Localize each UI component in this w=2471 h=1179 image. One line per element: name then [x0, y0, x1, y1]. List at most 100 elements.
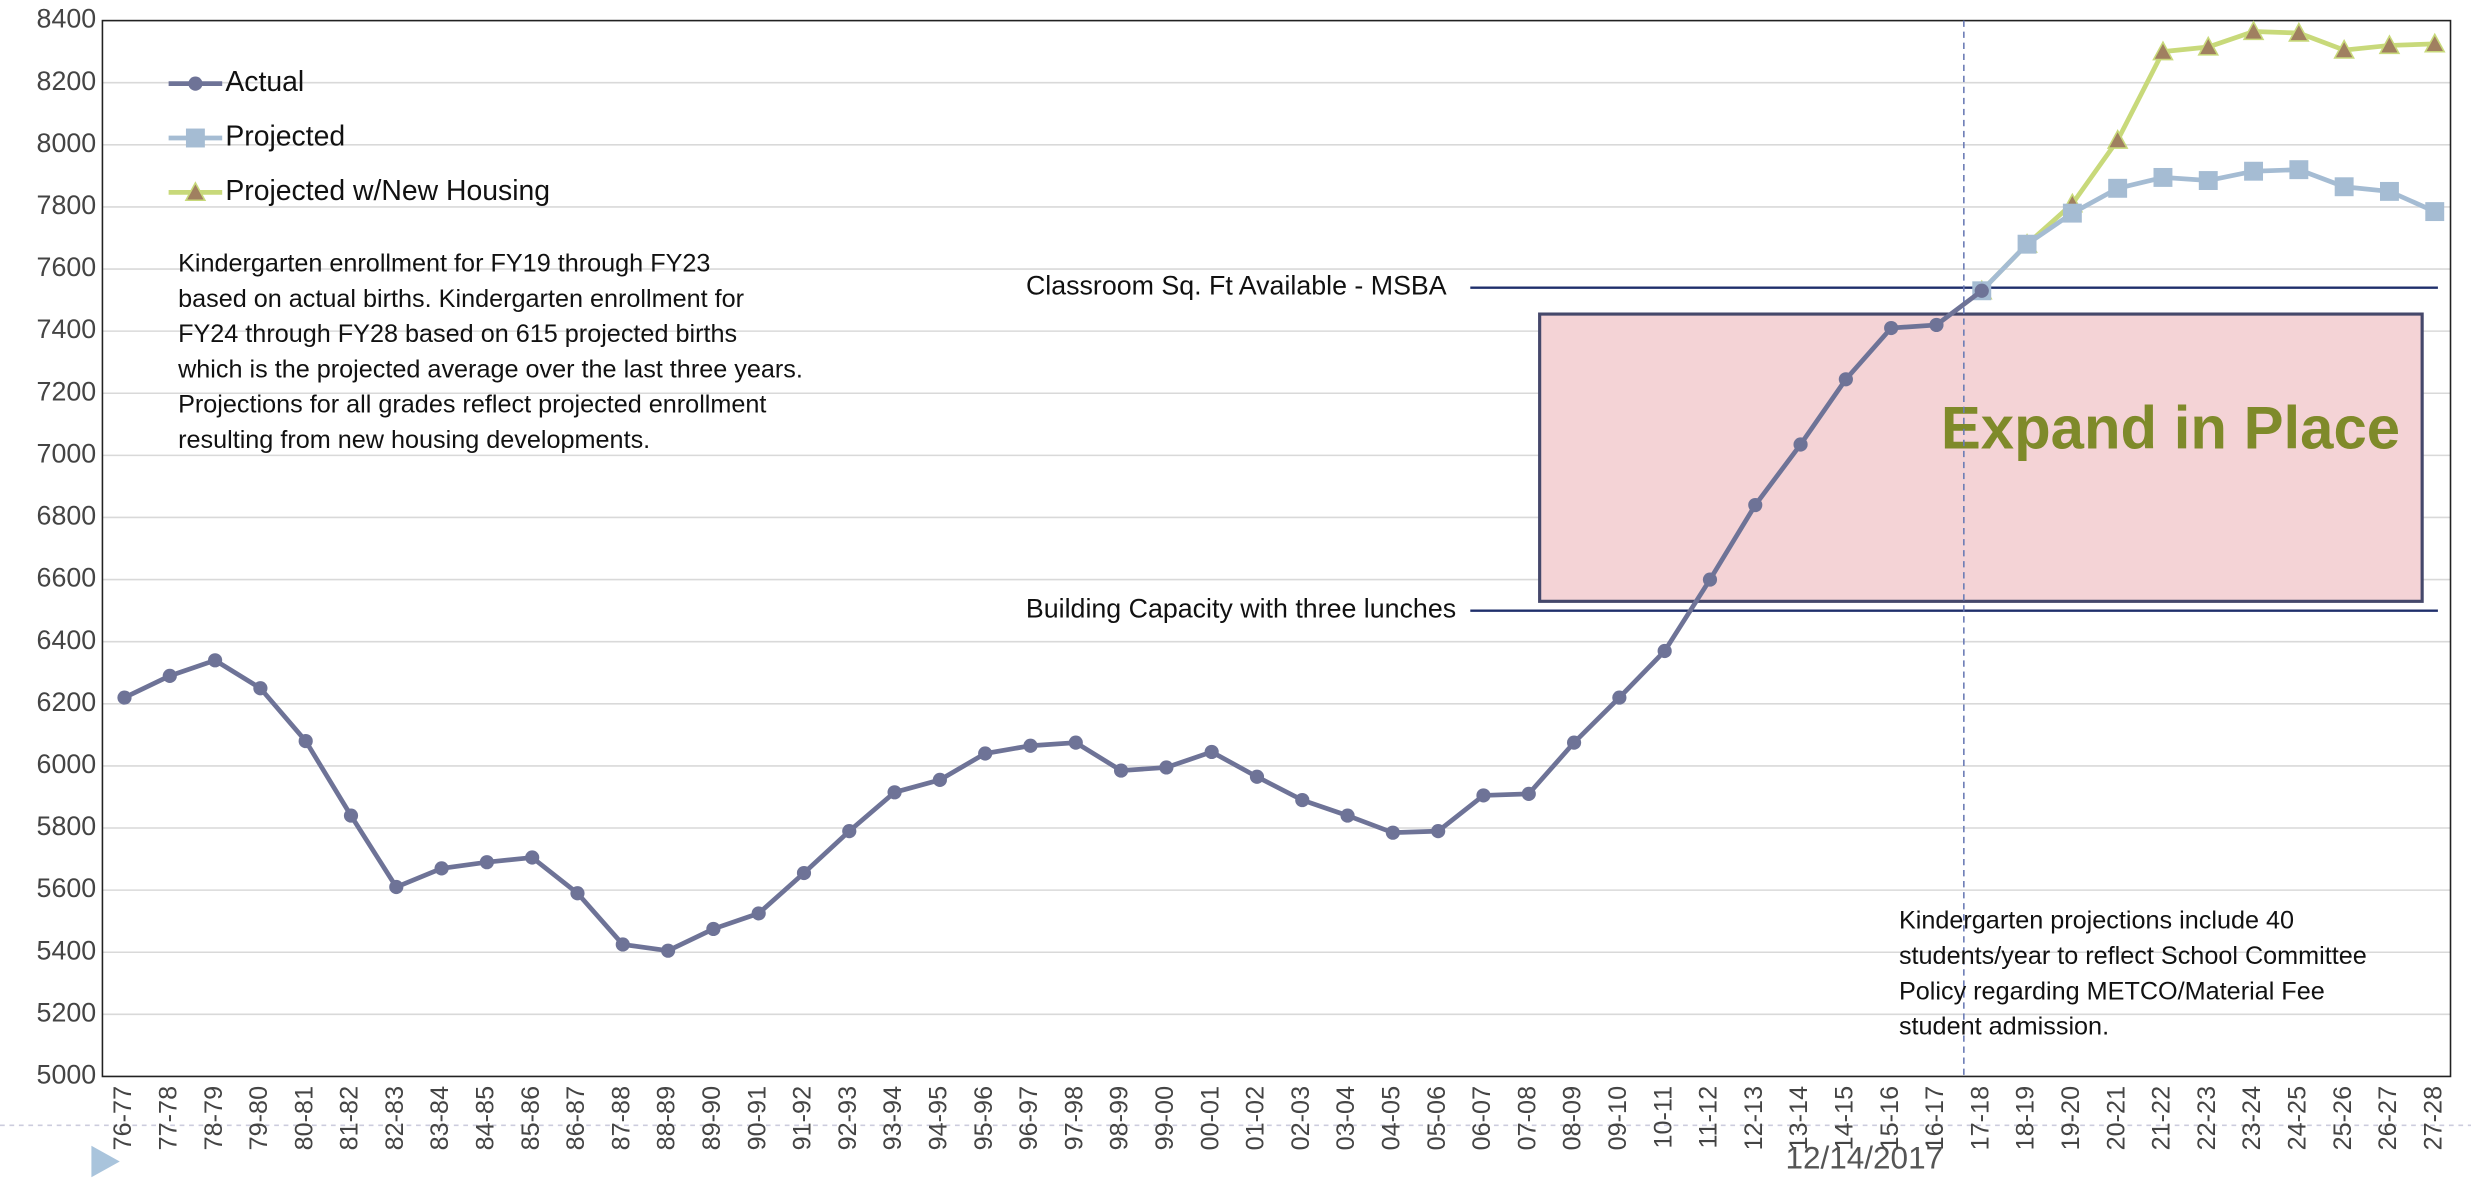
x-tick-label: 92-93	[834, 1086, 862, 1150]
y-tick-label: 6800	[37, 501, 97, 531]
y-tick-label: 8200	[37, 66, 97, 96]
point	[1204, 744, 1219, 760]
x-tick-label: 98-99	[1106, 1086, 1134, 1150]
slide-marker	[91, 1145, 120, 1178]
shaded-region	[1538, 312, 2424, 603]
point	[751, 906, 766, 921]
point	[2062, 203, 2082, 223]
x-tick-label: 01-02	[1242, 1086, 1270, 1150]
y-tick-label: 5600	[37, 873, 97, 903]
plot-frame	[101, 19, 2452, 1078]
x-tick-label: 12-13	[1740, 1086, 1768, 1150]
point	[570, 886, 585, 901]
note-line: Projections for all grades reflect proje…	[178, 391, 766, 419]
note-line: Policy regarding METCO/Material Fee	[1899, 977, 2325, 1005]
x-tick-label: 11-12	[1695, 1086, 1723, 1149]
x-tick-label: 24-25	[2284, 1086, 2312, 1150]
point	[932, 772, 947, 787]
x-tick-label: 17-18	[1966, 1086, 1994, 1150]
point	[2198, 171, 2218, 190]
point	[2242, 20, 2265, 41]
point	[389, 879, 404, 895]
note-line: FY24 through FY28 based on 615 projected…	[178, 320, 737, 348]
point	[1793, 437, 1808, 452]
legend-marker	[185, 128, 205, 148]
x-tick-label: 94-95	[925, 1086, 953, 1150]
x-tick-label: 22-23	[2193, 1086, 2221, 1150]
point	[1838, 372, 1853, 387]
point	[706, 921, 721, 937]
x-tick-label: 79-80	[245, 1086, 273, 1150]
point	[1431, 824, 1446, 839]
point	[162, 668, 177, 683]
x-tick-label: 27-28	[2419, 1086, 2447, 1150]
x-tick-label: 90-91	[743, 1086, 771, 1150]
point	[2244, 161, 2264, 181]
x-tick-label: 19-20	[2057, 1086, 2085, 1150]
legend-label: Projected	[225, 120, 345, 152]
series-line	[1980, 29, 2435, 293]
point	[208, 653, 223, 668]
point	[343, 808, 359, 823]
y-tick-label: 5400	[37, 935, 97, 965]
x-tick-label: 07-08	[1513, 1086, 1541, 1150]
y-tick-label: 7000	[37, 438, 97, 468]
y-tick-label: 7200	[37, 376, 97, 406]
x-tick-label: 09-10	[1604, 1086, 1632, 1150]
legend-marker	[184, 181, 207, 202]
y-tick-label: 6600	[37, 563, 97, 593]
point	[615, 937, 630, 952]
x-tick-label: 77-78	[154, 1086, 182, 1150]
point	[2153, 167, 2173, 187]
y-tick-label: 7800	[37, 190, 97, 220]
x-tick-label: 83-84	[426, 1086, 454, 1150]
point	[1657, 643, 1672, 659]
point	[1476, 788, 1491, 803]
y-tick-label: 8400	[37, 4, 97, 34]
point	[2334, 177, 2354, 197]
point	[2380, 181, 2399, 201]
point	[2152, 40, 2174, 61]
point	[117, 690, 132, 705]
note-line: students/year to reflect School Committe…	[1899, 942, 2367, 970]
point	[1385, 825, 1400, 840]
x-tick-label: 76-77	[109, 1086, 137, 1150]
point	[1113, 763, 1129, 778]
point	[660, 943, 676, 958]
x-tick-label: 96-97	[1015, 1086, 1043, 1150]
x-tick-label: 25-26	[2329, 1086, 2357, 1150]
x-tick-label: 88-89	[653, 1086, 681, 1150]
x-tick-label: 00-01	[1196, 1086, 1224, 1150]
point	[2423, 32, 2446, 53]
point	[2017, 234, 2037, 254]
point	[2106, 129, 2129, 149]
y-tick-label: 8000	[37, 128, 97, 158]
point	[434, 861, 449, 876]
point	[2288, 21, 2310, 42]
x-tick-label: 08-09	[1559, 1086, 1587, 1150]
note-line: which is the projected average over the …	[177, 355, 803, 383]
x-tick-label: 82-83	[381, 1086, 409, 1150]
x-tick-label: 86-87	[562, 1086, 590, 1150]
x-tick-label: 84-85	[472, 1086, 500, 1150]
y-tick-label: 6200	[37, 687, 97, 717]
x-tick-label: 06-07	[1468, 1086, 1496, 1150]
x-tick-label: 87-88	[607, 1086, 635, 1150]
point	[1159, 760, 1174, 775]
point	[842, 824, 857, 839]
point	[796, 865, 812, 881]
note-line: based on actual births. Kindergarten enr…	[178, 285, 744, 313]
legend-label: Projected w/New Housing	[225, 175, 550, 207]
point	[2197, 35, 2220, 56]
point	[2289, 160, 2309, 180]
point	[1566, 735, 1582, 750]
x-tick-label: 99-00	[1151, 1086, 1179, 1150]
point	[1249, 769, 1265, 784]
x-tick-label: 81-82	[336, 1086, 364, 1150]
point	[1340, 808, 1355, 823]
point	[479, 855, 494, 870]
x-tick-label: 05-06	[1423, 1086, 1451, 1150]
series-line	[123, 288, 1984, 954]
x-tick-label: 14-15	[1831, 1086, 1859, 1150]
